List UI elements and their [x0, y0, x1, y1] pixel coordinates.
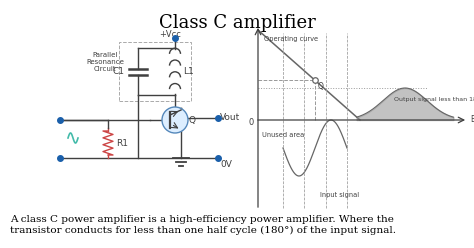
Text: Q: Q [318, 82, 324, 91]
Text: Bias: Bias [470, 116, 474, 124]
Text: Vout: Vout [220, 114, 240, 123]
Text: Output signal less than 180°: Output signal less than 180° [394, 97, 474, 102]
Text: C1: C1 [113, 67, 125, 76]
Text: Unused area: Unused area [262, 132, 304, 138]
Text: Operating curve: Operating curve [264, 36, 318, 42]
Text: Q: Q [189, 116, 196, 124]
Text: A class C power amplifier is a high-efficiency power amplifier. Where the
transi: A class C power amplifier is a high-effi… [10, 215, 396, 235]
Text: +Vcc: +Vcc [159, 30, 181, 39]
Text: Parallel
Resonance
Circuit: Parallel Resonance Circuit [86, 52, 124, 72]
Text: 0V: 0V [220, 160, 232, 169]
Text: Class C amplifier: Class C amplifier [159, 14, 315, 32]
Circle shape [162, 107, 188, 133]
Text: 0: 0 [249, 118, 254, 127]
Text: R1: R1 [116, 138, 128, 148]
Text: Input signal: Input signal [320, 192, 359, 198]
Text: L1: L1 [183, 66, 194, 75]
